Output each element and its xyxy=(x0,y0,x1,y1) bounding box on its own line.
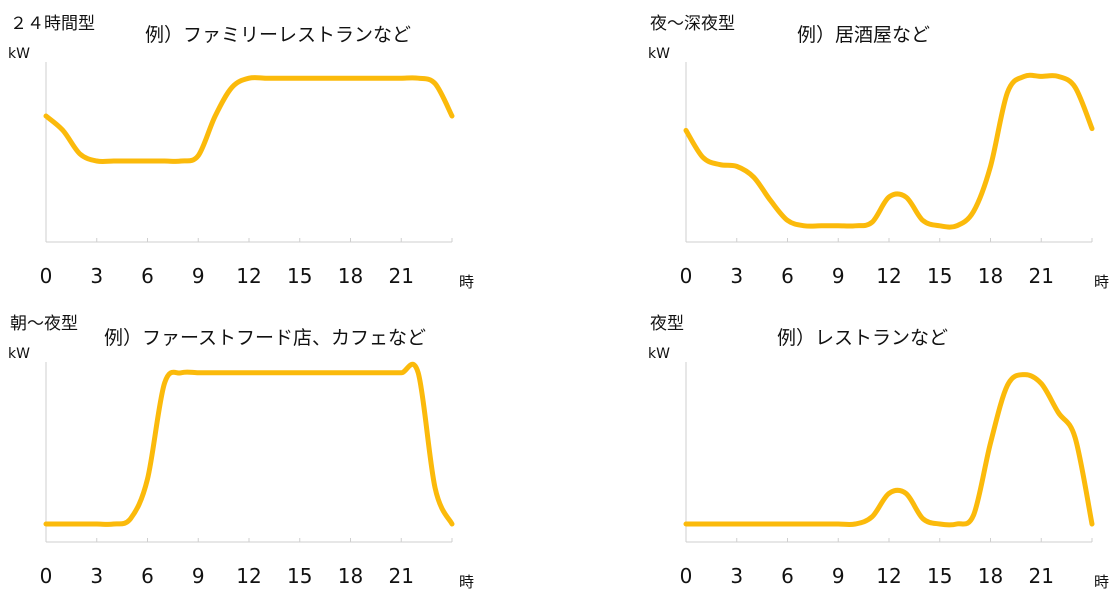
x-tick-label: 12 xyxy=(876,564,901,588)
x-tick-label: 12 xyxy=(876,264,901,288)
x-tick-label: 6 xyxy=(141,264,154,288)
chart-svg: 0 3 6 9 12 15 18 21 xyxy=(680,62,1095,288)
x-tick-label: 9 xyxy=(832,264,845,288)
load-curve-line xyxy=(43,75,455,165)
chart-svg: 0 3 6 9 12 15 18 21 xyxy=(40,62,455,288)
chart-panel-night: 夜型 例）レストランなど kW 0 3 6 9 12 15 18 21 時 xyxy=(640,300,1109,591)
chart-subtitle: 例）居酒屋など xyxy=(797,24,931,46)
chart-title: ２４時間型 xyxy=(10,14,95,34)
x-tick-label: 0 xyxy=(680,564,693,588)
x-tick-label: 18 xyxy=(978,264,1003,288)
x-tick-label: 18 xyxy=(978,564,1003,588)
chart-panel-morning-night: 朝～夜型 例）ファーストフード店、カフェなど kW 0 3 6 9 12 15 18 21 時 xyxy=(0,300,474,591)
x-axis-unit: 時 xyxy=(1094,573,1110,591)
x-tick-label: 15 xyxy=(287,264,312,288)
x-tick-label: 0 xyxy=(40,264,53,288)
x-tick-label: 15 xyxy=(287,564,312,588)
x-tick-label: 12 xyxy=(236,564,261,588)
x-tick-label: 15 xyxy=(927,564,952,588)
chart-subtitle: 例）レストランなど xyxy=(777,327,949,349)
load-curve-line xyxy=(683,372,1095,528)
chart-svg: 0 3 6 9 12 15 18 21 xyxy=(680,362,1095,588)
load-curve-line xyxy=(43,361,455,527)
chart-panel-24h: ２４時間型 例）ファミリーレストランなど kW 0 3 6 9 12 15 18 21 時 xyxy=(0,0,474,291)
x-tick-label: 0 xyxy=(680,264,693,288)
chart-title: 夜型 xyxy=(650,314,684,334)
x-tick-label: 6 xyxy=(141,564,154,588)
chart-panel-night-latenight: 夜～深夜型 例）居酒屋など kW 0 3 6 9 12 15 18 21 時 xyxy=(640,0,1109,291)
chart-subtitle: 例）ファミリーレストランなど xyxy=(145,24,412,46)
x-tick-label: 18 xyxy=(338,264,363,288)
x-tick-label: 21 xyxy=(389,264,414,288)
x-tick-label: 3 xyxy=(90,564,103,588)
x-tick-label: 21 xyxy=(1029,264,1054,288)
y-axis-label: kW xyxy=(8,46,30,62)
x-tick-label: 12 xyxy=(236,264,261,288)
chart-title: 夜～深夜型 xyxy=(650,14,735,34)
x-tick-label: 15 xyxy=(927,264,952,288)
x-tick-label: 6 xyxy=(781,564,794,588)
chart-svg: 0 3 6 9 12 15 18 21 xyxy=(40,361,455,588)
chart-title: 朝～夜型 xyxy=(10,314,78,334)
x-axis-unit: 時 xyxy=(459,273,475,291)
y-axis-label: kW xyxy=(648,46,670,62)
x-tick-label: 6 xyxy=(781,264,794,288)
x-tick-label: 9 xyxy=(192,564,205,588)
x-tick-label: 3 xyxy=(90,264,103,288)
x-axis-unit: 時 xyxy=(459,573,475,591)
load-curve-line xyxy=(683,72,1095,230)
x-tick-label: 21 xyxy=(389,564,414,588)
y-axis-label: kW xyxy=(8,346,30,362)
x-tick-label: 21 xyxy=(1029,564,1054,588)
x-tick-label: 9 xyxy=(832,564,845,588)
x-axis-unit: 時 xyxy=(1094,273,1110,291)
x-tick-label: 3 xyxy=(730,264,743,288)
chart-subtitle: 例）ファーストフード店、カフェなど xyxy=(104,327,427,349)
y-axis-label: kW xyxy=(648,346,670,362)
x-tick-label: 3 xyxy=(730,564,743,588)
x-tick-label: 0 xyxy=(40,564,53,588)
x-tick-label: 9 xyxy=(192,264,205,288)
x-tick-label: 18 xyxy=(338,564,363,588)
